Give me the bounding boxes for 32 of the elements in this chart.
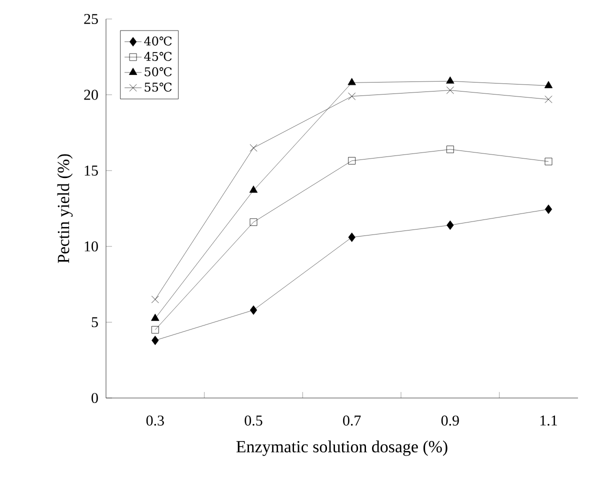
point: [249, 186, 258, 193]
point: [152, 336, 159, 346]
point: [250, 305, 258, 315]
point: [348, 157, 356, 164]
point: [544, 204, 552, 214]
legend-label: 45℃: [144, 52, 172, 61]
y-tick-label: 25: [84, 14, 98, 24]
y-tick-label: 10: [84, 241, 98, 252]
y-tick-label: 0: [92, 392, 98, 404]
x-tick-label: 0.5: [244, 416, 262, 426]
legend-label: 55℃: [144, 82, 172, 92]
y-axis-title: Pectin yield (%): [57, 154, 73, 264]
point: [446, 220, 454, 230]
point: [151, 314, 160, 321]
x-tick-label: 0.9: [441, 416, 459, 426]
point: [348, 232, 356, 242]
point: [446, 76, 454, 84]
point: [544, 81, 553, 88]
y-tick-label: 5: [92, 317, 98, 328]
y-tick-label: 20: [84, 90, 98, 100]
point: [544, 158, 552, 166]
x-axis-title: Enzymatic solution dosage (%): [236, 440, 448, 456]
x-tick-label: 1.1: [540, 416, 557, 426]
x-tick-label: 0.3: [146, 416, 164, 426]
point: [446, 146, 454, 154]
point: [348, 78, 356, 86]
legend-label: 40℃: [144, 36, 172, 46]
legend-label: 50℃: [144, 67, 172, 76]
point: [250, 218, 258, 226]
y-tick-label: 15: [84, 166, 98, 176]
point: [151, 326, 159, 334]
x-tick-label: 0.7: [343, 416, 361, 426]
